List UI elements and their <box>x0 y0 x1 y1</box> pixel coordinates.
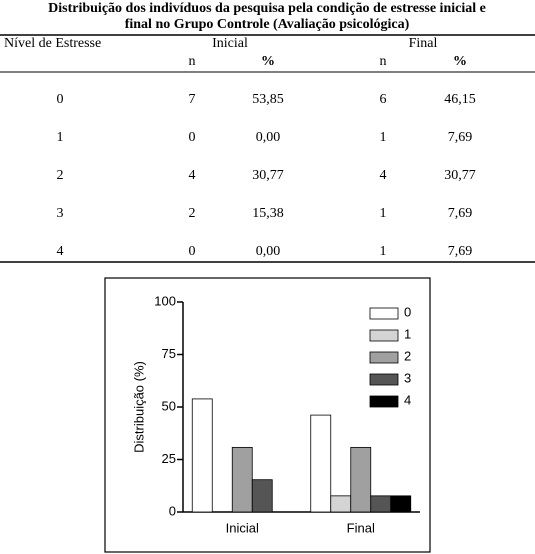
y-tick-label: 75 <box>162 346 176 361</box>
x-tick-label: Final <box>347 520 375 535</box>
table-cell: 1 <box>57 130 64 145</box>
table-cell: 4 <box>380 168 387 183</box>
legend-label: 1 <box>404 326 411 341</box>
legend-swatch <box>369 373 399 386</box>
bar <box>350 446 372 513</box>
y-tick-label: 50 <box>162 398 176 413</box>
table-cell: 7,69 <box>448 206 473 221</box>
table-subheader: n <box>189 54 196 69</box>
table-cell: 3 <box>57 206 64 221</box>
bar <box>330 495 352 513</box>
table-cell: 15,38 <box>252 206 284 221</box>
bar <box>251 479 273 513</box>
legend-swatch <box>369 395 399 408</box>
bar <box>231 446 253 513</box>
chart-frame <box>104 277 431 553</box>
table-cell: 1 <box>380 244 387 259</box>
table-cell: 2 <box>57 168 64 183</box>
y-tick-label: 25 <box>162 451 176 466</box>
legend-swatch <box>369 329 399 342</box>
table-cell: 4 <box>189 168 196 183</box>
legend-swatch <box>369 307 399 320</box>
bar <box>390 495 412 513</box>
legend-swatch <box>369 351 399 364</box>
table-cell: 0 <box>189 244 196 259</box>
table-cell: 46,15 <box>444 92 476 107</box>
y-axis-label: Distribuição (%) <box>131 361 146 453</box>
table-subheader: n <box>380 54 387 69</box>
bar <box>310 414 332 513</box>
table-cell: 30,77 <box>444 168 476 183</box>
table-subheader: % <box>453 54 467 69</box>
table-header: Inicial <box>212 36 248 51</box>
title-line: Distribuição dos indivíduos da pesquisa … <box>48 1 486 16</box>
table-cell: 4 <box>57 244 64 259</box>
bar <box>191 398 213 513</box>
table-cell: 0,00 <box>256 244 281 259</box>
legend-label: 0 <box>404 304 411 319</box>
table-cell: 0 <box>57 92 64 107</box>
table-cell: 0,00 <box>256 130 281 145</box>
table-subheader: % <box>261 54 275 69</box>
table-cell: 2 <box>189 206 196 221</box>
table-cell: 6 <box>380 92 387 107</box>
table-header: Final <box>409 36 438 51</box>
table-cell: 1 <box>380 130 387 145</box>
table-cell: 1 <box>380 206 387 221</box>
title-line: final no Grupo Controle (Avaliação psico… <box>125 17 410 32</box>
legend-label: 3 <box>404 370 411 385</box>
table-cell: 0 <box>189 130 196 145</box>
table-cell: 30,77 <box>252 168 284 183</box>
x-tick-label: Inicial <box>226 520 259 535</box>
legend-label: 2 <box>404 348 411 363</box>
table-cell: 53,85 <box>252 92 284 107</box>
table-cell: 7,69 <box>448 130 473 145</box>
bar <box>370 495 392 513</box>
table-header: Nível de Estresse <box>4 36 101 51</box>
legend-label: 4 <box>404 392 411 407</box>
y-tick-label: 100 <box>154 293 176 308</box>
table-cell: 7,69 <box>448 244 473 259</box>
table-cell: 7 <box>189 92 196 107</box>
y-tick-label: 0 <box>169 503 176 518</box>
